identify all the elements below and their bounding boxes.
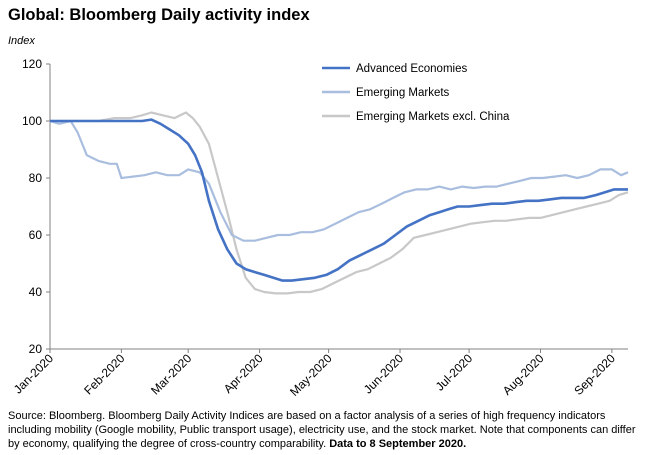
x-tick-label: Jun-2020 bbox=[361, 351, 407, 397]
x-tick-label: May-2020 bbox=[287, 351, 335, 399]
x-tick-label: Mar-2020 bbox=[148, 351, 194, 397]
series-line-emerging-markets bbox=[49, 119, 629, 242]
x-ticks: Jan-2020 Feb-2020 Mar-2020 Apr-2020 May-2020… bbox=[11, 349, 618, 399]
legend-label: Emerging Markets bbox=[356, 87, 450, 99]
y-tick-label: 40 bbox=[29, 285, 43, 299]
source-note: Source: Bloomberg. Bloomberg Daily Activ… bbox=[8, 409, 638, 451]
chart-svg: Index 20 40 60 80 100 120 Jan-2020 Feb-2020 Mar… bbox=[8, 35, 629, 399]
x-tick-label: Jan-2020 bbox=[11, 351, 57, 397]
legend: Advanced Economies Emerging Markets Emergi… bbox=[313, 56, 538, 128]
y-tick-label: 100 bbox=[22, 114, 42, 128]
y-tick-label: 20 bbox=[29, 342, 43, 356]
legend-label: Advanced Economies bbox=[356, 63, 467, 75]
legend-label: Emerging Markets excl. China bbox=[356, 111, 510, 123]
source-text: Source: Bloomberg. Bloomberg Daily Activ… bbox=[8, 410, 636, 450]
y-ticks: 20 40 60 80 100 120 bbox=[22, 57, 50, 356]
y-tick-label: 80 bbox=[29, 171, 43, 185]
chart-title: Global: Bloomberg Daily activity index bbox=[8, 6, 310, 24]
source-date-note: Data to 8 September 2020. bbox=[329, 438, 467, 450]
series-lines bbox=[49, 111, 629, 295]
x-tick-label: Apr-2020 bbox=[221, 351, 266, 396]
x-tick-label: Jul-2020 bbox=[433, 351, 476, 394]
y-tick-label: 120 bbox=[22, 57, 42, 71]
series-line-advanced-economies bbox=[50, 118, 628, 282]
x-tick-label: Aug-2020 bbox=[500, 351, 547, 398]
series-line-emerging-markets-excl-china bbox=[50, 111, 629, 295]
x-tick-label: Feb-2020 bbox=[81, 351, 127, 397]
y-tick-label: 60 bbox=[29, 228, 43, 242]
x-tick-label: Sep-2020 bbox=[571, 351, 618, 398]
y-axis-label: Index bbox=[8, 35, 35, 47]
